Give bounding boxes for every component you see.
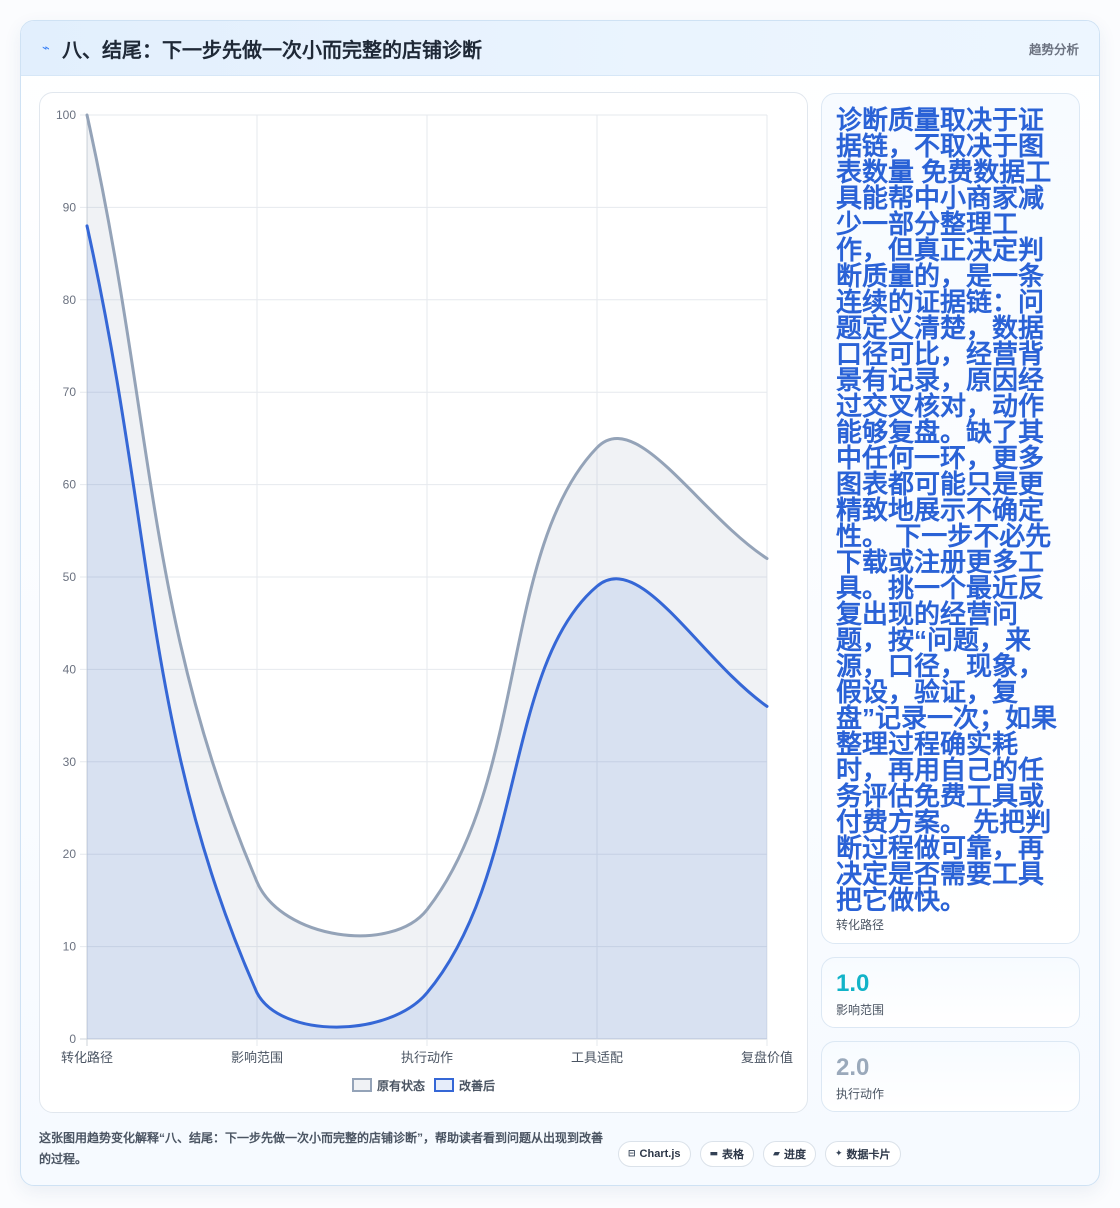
card-header: ⌁ 八、结尾：下一步先做一次小而完整的店铺诊断 趋势分析: [21, 21, 1099, 76]
metric-card-action-label: 执行动作: [836, 1087, 885, 1101]
metric-card-scope: 1.0 影响范围: [821, 957, 1080, 1028]
series-1-area: [87, 225, 767, 1039]
chip-label: 数据卡片: [846, 1149, 891, 1161]
chip-data-card: ✦ 数据卡片: [824, 1141, 901, 1167]
chip-progress: ▰ 进度: [763, 1141, 816, 1167]
trend-analysis-card: ⌁ 八、结尾：下一步先做一次小而完整的店铺诊断 趋势分析 0 10 20 30 40 50…: [20, 20, 1100, 1186]
x-tick-label: 执行动作: [401, 1050, 453, 1065]
x-tick-label: 转化路径: [61, 1050, 113, 1065]
legend-swatch-improved: [434, 1078, 454, 1092]
legend-item-improved[interactable]: 改善后: [434, 1077, 495, 1094]
y-tick-label: 50: [63, 570, 77, 584]
summary-card: 诊断质量取决于证据链，不取决于图表数量 免费数据工具能帮中小商家减少一部分整理工…: [821, 93, 1080, 944]
line-chart: 0 10 20 30 40 50 60 70 80 90 100 转化路径 影响范围 执行动作 工具适配 复盘…: [56, 108, 793, 1065]
chip-label: Chart.js: [639, 1148, 681, 1160]
metric-card-action-value: 2.0: [836, 1054, 870, 1081]
y-tick-label: 80: [63, 293, 77, 307]
y-tick-label: 0: [69, 1032, 76, 1046]
chart-caption: 这张图用趋势变化解释“八、结尾：下一步先做一次小而完整的店铺诊断”，帮助读者看到…: [39, 1131, 604, 1166]
series-1-line: [85, 224, 769, 1029]
legend-label-improved: 改善后: [459, 1078, 496, 1093]
page-title: 八、结尾：下一步先做一次小而完整的店铺诊断: [62, 39, 482, 62]
x-tick-label: 复盘价值: [741, 1050, 793, 1065]
legend-item-original[interactable]: 原有状态: [351, 1077, 425, 1094]
chart-icon: ⊟: [628, 1149, 636, 1159]
table-icon: ▬: [709, 1149, 719, 1159]
series-0-area: [87, 115, 767, 1039]
y-tick-label: 100: [56, 108, 76, 122]
summary-card-label: 转化路径: [836, 918, 885, 932]
x-tick-label: 工具适配: [571, 1050, 623, 1065]
x-tick-label: 影响范围: [231, 1050, 283, 1065]
series-0-line: [85, 113, 769, 938]
analysis-type-tag: 趋势分析: [1028, 42, 1079, 57]
y-tick-label: 60: [63, 478, 77, 492]
legend-swatch-original: [351, 1078, 372, 1092]
chart-legend: 原有状态 改善后: [40, 1077, 807, 1093]
spark-icon: ⌁: [42, 40, 50, 56]
legend-label-original: 原有状态: [376, 1078, 425, 1093]
chart-panel: 0 10 20 30 40 50 60 70 80 90 100 转化路径 影响范围 执行动作 工具适配 复盘…: [39, 92, 808, 1113]
metric-card-scope-label: 影响范围: [836, 1003, 885, 1017]
chip-label: 进度: [783, 1149, 806, 1161]
chip-table: ▬ 表格: [699, 1141, 755, 1167]
y-tick-label: 10: [63, 940, 77, 954]
y-tick-label: 90: [63, 200, 77, 214]
tech-tags: ⊟ Chart.js ▬ 表格 ▰ 进度 ✦ 数据卡片: [618, 1141, 901, 1167]
metric-card-scope-value: 1.0: [836, 970, 870, 997]
chip-label: 表格: [722, 1149, 745, 1161]
card-icon: ✦: [834, 1149, 843, 1159]
y-tick-label: 30: [63, 755, 77, 769]
metric-card-action: 2.0 执行动作: [821, 1041, 1080, 1112]
progress-icon: ▰: [773, 1149, 780, 1159]
chip-chartjs: ⊟ Chart.js: [618, 1141, 691, 1167]
y-tick-label: 20: [63, 847, 77, 861]
y-tick-label: 40: [63, 662, 77, 676]
y-tick-label: 70: [63, 385, 77, 399]
summary-card-value: 诊断质量取决于证据链，不取决于图表数量 免费数据工具能帮中小商家减少一部分整理工…: [836, 105, 1058, 915]
